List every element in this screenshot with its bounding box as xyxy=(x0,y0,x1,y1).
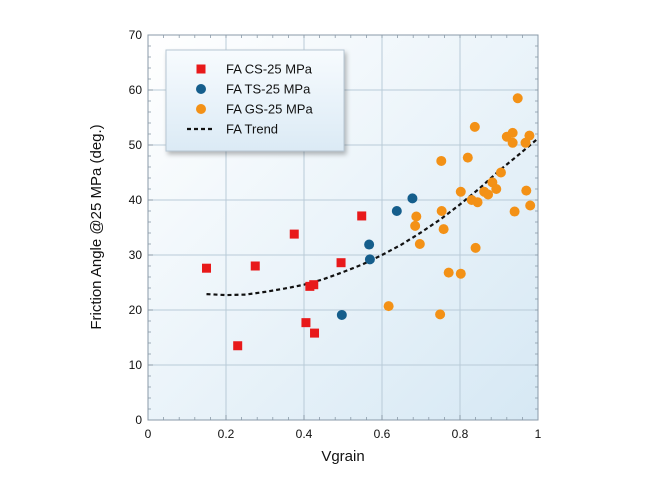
fa-gs-25-mpa-point xyxy=(469,121,480,132)
x-tick-label: 0.8 xyxy=(452,427,469,441)
y-tick-label: 50 xyxy=(129,138,143,152)
legend-fa-trend-label: FA Trend xyxy=(226,122,278,137)
fa-gs-25-mpa-point xyxy=(438,224,449,235)
fa-gs-25-mpa-point xyxy=(470,242,481,253)
fa-gs-25-mpa-point xyxy=(524,130,535,141)
y-tick-label: 10 xyxy=(129,358,143,372)
fa-cs-25-mpa-point xyxy=(250,261,260,271)
legend-fa-cs-25-mpa-swatch xyxy=(196,64,206,74)
fa-gs-25-mpa-point xyxy=(521,185,532,196)
fa-ts-25-mpa-point xyxy=(364,254,375,265)
fa-cs-25-mpa-point xyxy=(336,258,346,268)
legend-fa-gs-25-mpa-label: FA GS-25 MPa xyxy=(226,102,313,117)
fa-cs-25-mpa-point xyxy=(233,341,243,351)
fa-gs-25-mpa-point xyxy=(436,155,447,166)
legend-fa-gs-25-mpa-swatch xyxy=(196,104,206,114)
fa-cs-25-mpa-point xyxy=(301,318,311,328)
x-axis-label: Vgrain xyxy=(321,448,364,465)
fa-gs-25-mpa-point xyxy=(455,268,466,279)
legend-fa-ts-25-mpa-label: FA TS-25 MPa xyxy=(226,82,311,97)
fa-gs-25-mpa-point xyxy=(472,197,483,208)
y-tick-label: 0 xyxy=(135,413,142,427)
fa-ts-25-mpa-point xyxy=(391,206,402,216)
legend: FA CS-25 MPa FA TS-25 MPa FA GS-25 MPa FA T… xyxy=(165,49,345,152)
fa-gs-25-mpa-point xyxy=(509,206,520,217)
fa-ts-25-mpa-point xyxy=(336,309,347,320)
fa-cs-25-mpa-point xyxy=(202,263,211,273)
fa-gs-25-mpa-point xyxy=(411,211,422,222)
fa-gs-25-mpa-point xyxy=(383,301,394,312)
fa-gs-25-mpa-point xyxy=(436,206,447,216)
fa-ts-25-mpa-point xyxy=(364,239,375,250)
fa-gs-25-mpa-point xyxy=(495,167,506,178)
y-tick-label: 20 xyxy=(129,303,143,317)
plot-frame xyxy=(147,34,539,421)
fa-gs-25-mpa-point xyxy=(491,184,502,194)
fa-gs-25-mpa-point xyxy=(525,200,536,211)
fa-cs-25-mpa-point xyxy=(310,328,320,338)
y-tick-label: 30 xyxy=(129,248,143,262)
fa-gs-25-mpa-point xyxy=(414,239,425,249)
x-tick-label: 1 xyxy=(535,427,542,441)
y-tick-label: 70 xyxy=(129,28,143,42)
fa-gs-25-mpa-point xyxy=(435,309,446,320)
fa-cs-25-mpa-point xyxy=(289,229,299,239)
x-tick-label: 0.4 xyxy=(296,427,313,441)
y-tick-label: 40 xyxy=(129,193,143,207)
fa-gs-25-mpa-point xyxy=(443,267,454,278)
fa-ts-25-mpa-point xyxy=(407,193,418,204)
fa-gs-25-mpa-point xyxy=(462,152,473,163)
fa-cs-25-mpa-point xyxy=(357,211,367,221)
x-tick-label: 0 xyxy=(145,427,152,441)
fa-gs-25-mpa-point xyxy=(512,93,523,104)
legend-fa-ts-25-mpa-swatch xyxy=(196,84,206,94)
x-tick-label: 0.2 xyxy=(218,427,235,441)
y-axis-label: Friction Angle @25 MPa (deg.) xyxy=(88,124,105,329)
legend-fa-cs-25-mpa-label: FA CS-25 MPa xyxy=(226,62,313,77)
fa-gs-25-mpa-point xyxy=(507,137,518,148)
fa-gs-25-mpa-point xyxy=(483,189,494,200)
fa-gs-25-mpa-point xyxy=(507,127,518,138)
y-tick-label: 60 xyxy=(129,83,143,97)
fa-gs-25-mpa-point xyxy=(455,186,466,197)
points-layer xyxy=(202,93,536,351)
x-tick-label: 0.6 xyxy=(374,427,391,441)
legend-box xyxy=(165,49,345,152)
fa-cs-25-mpa-point xyxy=(309,280,319,290)
fa-gs-25-mpa-point xyxy=(410,220,421,231)
